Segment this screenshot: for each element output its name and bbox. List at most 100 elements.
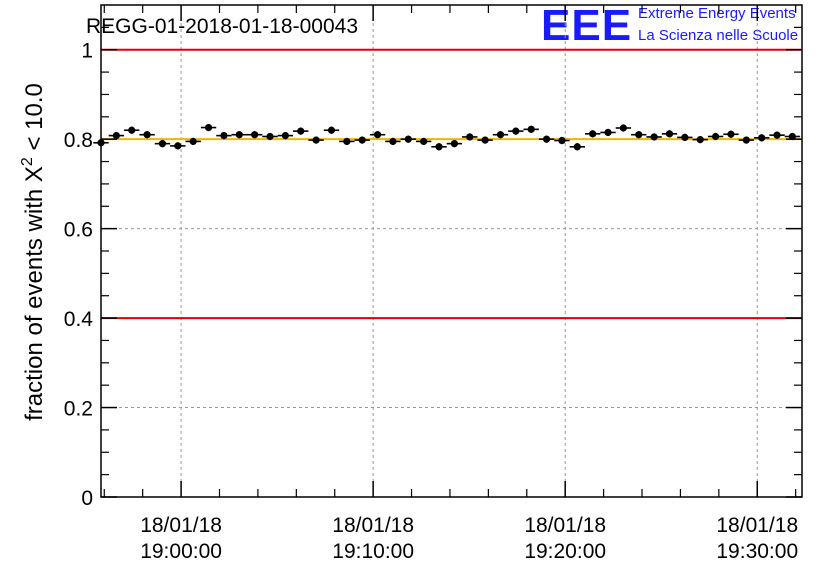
- y-tick-label: 0.8: [64, 129, 93, 152]
- y-tick-label: 0.4: [64, 308, 94, 331]
- data-marker: [665, 130, 674, 138]
- logo-letters: EEE: [541, 1, 632, 50]
- data-marker: [128, 126, 136, 134]
- data-point: [293, 127, 309, 135]
- reference-lines: [101, 48, 802, 320]
- chart-title: REGG-01-2018-01-18-00043: [86, 15, 358, 38]
- logo-line-1: Extreme Energy Events: [638, 5, 796, 22]
- x-tick-label-time: 19:20:00: [524, 540, 606, 563]
- data-marker: [297, 127, 305, 135]
- y-axis-label-prefix: fraction of events with: [21, 182, 48, 421]
- data-point: [354, 136, 370, 144]
- y-axis-label-suffix: < 10.0: [21, 83, 48, 157]
- data-marker: [589, 130, 597, 138]
- data-point: [462, 133, 478, 141]
- data-marker: [681, 133, 689, 141]
- data-marker: [558, 136, 566, 145]
- y-tick-label: 1: [81, 40, 93, 63]
- data-marker: [466, 133, 474, 141]
- data-point: [139, 131, 155, 139]
- data-point: [508, 127, 524, 135]
- data-marker: [143, 131, 151, 139]
- data-marker: [389, 137, 397, 146]
- data-points: [93, 123, 801, 151]
- plot-frame: [100, 4, 803, 498]
- data-marker: [650, 133, 658, 141]
- data-marker: [696, 136, 704, 144]
- data-marker: [773, 131, 781, 139]
- data-point: [170, 142, 186, 150]
- data-point: [246, 131, 263, 139]
- data-marker: [727, 130, 735, 138]
- data-marker: [204, 123, 213, 132]
- data-marker: [512, 127, 520, 135]
- data-point: [385, 137, 401, 146]
- data-marker: [450, 140, 458, 148]
- data-marker: [112, 132, 120, 140]
- data-point: [108, 132, 125, 140]
- data-marker: [604, 128, 612, 137]
- data-point: [677, 133, 693, 141]
- data-point: [738, 136, 754, 144]
- data-marker: [619, 124, 627, 132]
- eee-logo: EEE Extreme Energy Events La Scienza nel…: [541, 1, 798, 50]
- x-tick-label-time: 19:00:00: [140, 540, 222, 563]
- data-point: [769, 131, 785, 139]
- data-marker: [189, 137, 197, 146]
- x-axis: 18/01/18 19:00:00 18/01/18 19:10:00 18/01/18…: [103, 5, 798, 563]
- data-marker: [435, 143, 443, 151]
- x-tick-label-time: 19:10:00: [332, 540, 414, 563]
- data-point: [339, 137, 355, 146]
- data-marker: [343, 137, 351, 146]
- x-tick-label-date: 18/01/18: [524, 514, 606, 537]
- data-point: [262, 132, 278, 141]
- data-point: [415, 137, 432, 146]
- data-point: [231, 131, 247, 139]
- data-point: [400, 135, 416, 143]
- data-point: [323, 126, 340, 134]
- data-point: [154, 140, 171, 148]
- data-point: [569, 143, 585, 151]
- data-point: [477, 136, 493, 144]
- y-tick-label: 0.2: [64, 398, 93, 421]
- x-tick-label-time: 19:30:00: [716, 540, 798, 563]
- x-tick-label-date: 18/01/18: [716, 514, 798, 537]
- data-point: [554, 136, 570, 145]
- data-marker: [281, 132, 289, 140]
- data-point: [369, 131, 386, 139]
- data-point: [584, 130, 601, 138]
- data-marker: [404, 135, 412, 143]
- data-marker: [174, 142, 182, 150]
- data-point: [308, 136, 324, 144]
- data-marker: [327, 126, 336, 134]
- data-marker: [758, 134, 766, 142]
- data-point: [216, 132, 232, 140]
- data-marker: [373, 131, 382, 139]
- data-marker: [266, 132, 274, 141]
- data-point: [277, 132, 294, 140]
- data-marker: [573, 143, 581, 151]
- data-marker: [251, 131, 259, 139]
- data-marker: [481, 136, 489, 144]
- data-marker: [358, 136, 366, 144]
- data-marker: [220, 132, 228, 140]
- data-marker: [158, 140, 167, 148]
- data-marker: [235, 131, 243, 139]
- data-point: [661, 130, 678, 138]
- y-tick-label: 0: [81, 487, 93, 510]
- data-point: [723, 130, 739, 138]
- x-tick-label-date: 18/01/18: [332, 514, 414, 537]
- y-tick-label: 0.6: [64, 219, 93, 242]
- data-point: [753, 134, 770, 142]
- y-axis: 0 0.2 0.4 0.6 0.8 1: [64, 26, 802, 510]
- data-point: [431, 143, 447, 151]
- grid-layer: [101, 5, 802, 497]
- data-point: [615, 124, 632, 132]
- data-point: [124, 126, 140, 134]
- data-point: [492, 131, 509, 139]
- y-axis-label-symbol: X: [21, 166, 48, 182]
- data-point: [200, 123, 217, 132]
- data-point: [446, 140, 463, 148]
- y-axis-label-superscript: 2: [19, 157, 36, 166]
